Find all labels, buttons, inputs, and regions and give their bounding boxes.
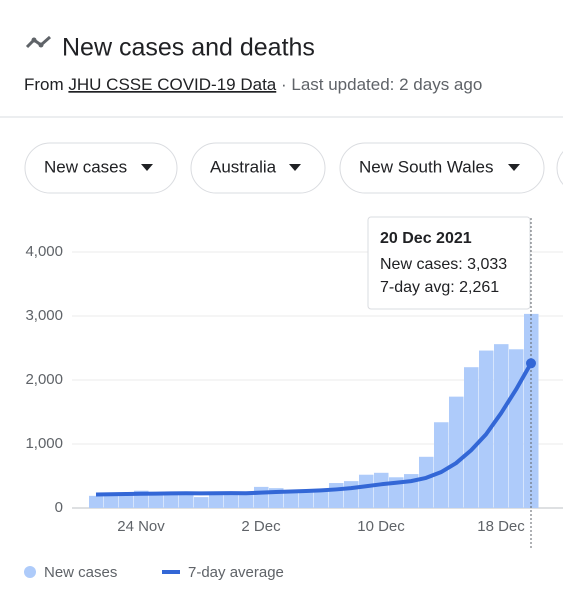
bar	[479, 350, 494, 508]
y-tick-label: 4,000	[25, 243, 63, 260]
bar	[194, 497, 209, 508]
legend-label: New cases	[44, 564, 117, 581]
bar	[314, 490, 329, 508]
bar	[344, 481, 359, 508]
dropdown-label: New South Wales	[359, 157, 493, 176]
dropdown-label: Australia	[210, 157, 277, 176]
bar	[329, 483, 344, 508]
caret	[289, 164, 301, 171]
avg-line	[95, 362, 533, 497]
dropdown-label: New cases	[44, 157, 127, 176]
x-tick-label: 2 Dec	[241, 518, 281, 535]
caret	[141, 164, 153, 171]
bar	[494, 344, 509, 508]
trend-icon	[25, 35, 51, 49]
tooltip-line: 7-day avg: 2,261	[380, 279, 499, 296]
y-tick-label: 2,000	[25, 371, 63, 388]
dropdown[interactable]	[190, 142, 326, 194]
y-tick-label: 1,000	[25, 435, 63, 452]
dropdown[interactable]	[556, 143, 563, 193]
source-link[interactable]: JHU CSSE COVID-19 Data	[68, 75, 276, 94]
y-tick-label: 3,000	[25, 307, 63, 324]
bar	[149, 492, 164, 508]
bar	[224, 493, 239, 508]
bar	[419, 456, 434, 508]
hover-dot	[526, 358, 536, 369]
caret	[508, 164, 520, 171]
bar	[119, 492, 134, 508]
icon-dot	[38, 42, 44, 48]
icon-dot	[31, 37, 37, 43]
bar	[89, 495, 104, 508]
tooltip-line: New cases: 3,033	[380, 256, 507, 273]
bar	[509, 349, 524, 508]
dropdown[interactable]	[339, 142, 545, 194]
bar	[284, 491, 299, 508]
bar	[434, 422, 449, 508]
bar	[164, 492, 179, 508]
bar	[254, 486, 269, 508]
bar	[209, 493, 224, 508]
tooltip-title: 20 Dec 2021	[380, 230, 472, 247]
bar	[359, 474, 374, 508]
bar	[464, 367, 479, 508]
tooltip	[367, 216, 531, 310]
bar	[374, 472, 389, 508]
updated: · Last updated: 2 days ago	[281, 75, 482, 94]
bar	[449, 396, 464, 508]
title: New cases and deaths	[62, 34, 315, 62]
bar	[104, 494, 119, 508]
legend-label: 7-day average	[188, 564, 284, 581]
bar	[179, 493, 194, 508]
bar	[299, 490, 314, 508]
dropdown[interactable]	[24, 142, 178, 194]
legend-swatch	[24, 566, 36, 578]
subtitle: From JHU CSSE COVID-19 Data · Last updat…	[24, 75, 482, 94]
y-tick-label: 0	[55, 499, 63, 516]
source-prefix: From	[24, 75, 64, 94]
bar	[239, 492, 254, 508]
x-tick-label: 18 Dec	[477, 518, 525, 535]
x-tick-label: 24 Nov	[117, 518, 165, 535]
x-tick-label: 10 Dec	[357, 518, 405, 535]
